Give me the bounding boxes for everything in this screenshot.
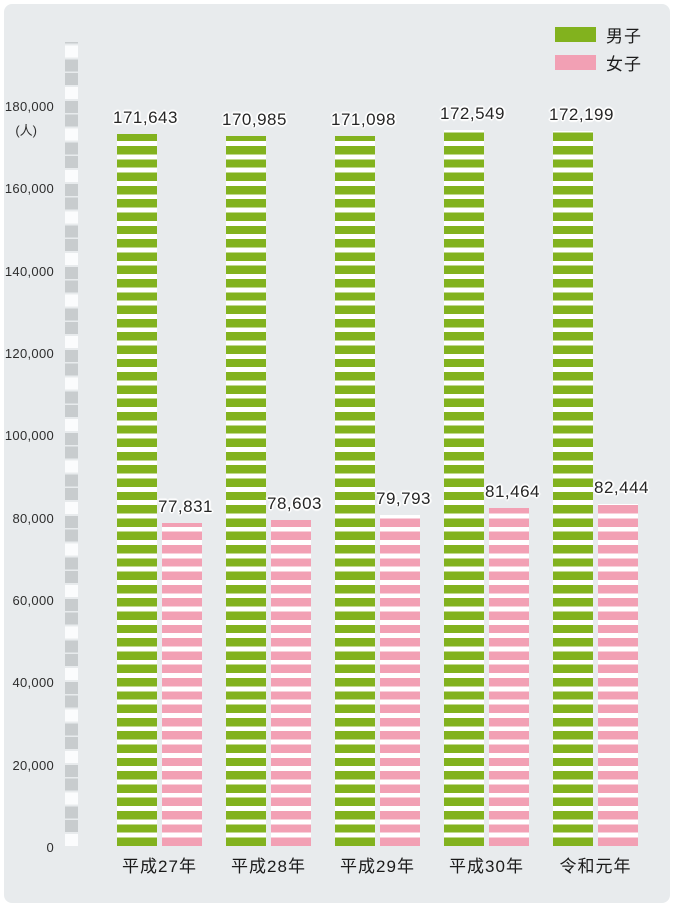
bar-male-reiwa1 (553, 131, 593, 846)
y-tick-40000: 40,000 (12, 675, 54, 690)
value-label-female-heisei30: 81,464 (485, 481, 540, 501)
value-label-female-heisei29: 79,793 (376, 488, 431, 508)
y-axis-striped-column (65, 42, 78, 846)
legend-item-female: 女子 (555, 50, 642, 75)
legend-label-male: 男子 (606, 27, 642, 46)
bar-female-reiwa1 (598, 503, 638, 846)
y-axis-unit: (人) (15, 123, 37, 138)
value-label-male-heisei30: 172,549 (440, 103, 505, 123)
legend: 男子 女子 (555, 22, 642, 75)
y-tick-20000: 20,000 (12, 758, 54, 773)
bar-male-heisei27 (117, 133, 157, 846)
x-label-reiwa1: 令和元年 (559, 857, 632, 876)
x-label-heisei28: 平成28年 (231, 857, 306, 876)
value-label-male-reiwa1: 172,199 (549, 105, 614, 125)
value-label-female-heisei27: 77,831 (158, 497, 213, 516)
value-label-male-heisei29: 171,098 (331, 109, 396, 129)
y-tick-180000: 180,000 (4, 99, 54, 114)
value-label-female-heisei28: 78,603 (267, 493, 322, 513)
y-tick-160000: 160,000 (4, 181, 54, 196)
y-tick-100000: 100,000 (4, 428, 54, 443)
bar-chart: 男子 女子 180,000 (人) 160,000 140,000 120,00… (4, 4, 670, 903)
bar-female-heisei30 (489, 507, 529, 846)
value-label-male-heisei28: 170,985 (222, 110, 287, 130)
bar-male-heisei29 (335, 135, 375, 846)
bar-male-heisei28 (226, 136, 266, 846)
y-tick-80000: 80,000 (12, 511, 54, 526)
bar-male-heisei30 (444, 129, 484, 846)
x-label-heisei29: 平成29年 (340, 857, 415, 876)
x-label-heisei30: 平成30年 (449, 857, 524, 876)
y-tick-140000: 140,000 (4, 264, 54, 279)
legend-label-female: 女子 (606, 55, 642, 74)
y-tick-60000: 60,000 (12, 593, 54, 608)
bar-female-heisei28 (271, 519, 311, 846)
chart-panel: 男子 女子 180,000 (人) 160,000 140,000 120,00… (4, 4, 670, 903)
x-label-heisei27: 平成27年 (122, 857, 197, 876)
legend-swatch-male (555, 27, 596, 42)
y-tick-120000: 120,000 (4, 346, 54, 361)
legend-item-male: 男子 (555, 22, 642, 47)
value-label-male-heisei27: 171,643 (113, 107, 178, 127)
legend-swatch-female (555, 55, 596, 70)
bar-female-heisei29 (380, 514, 420, 846)
bar-female-heisei27 (162, 523, 202, 846)
y-tick-0: 0 (46, 840, 54, 855)
value-label-female-reiwa1: 82,444 (594, 477, 649, 497)
